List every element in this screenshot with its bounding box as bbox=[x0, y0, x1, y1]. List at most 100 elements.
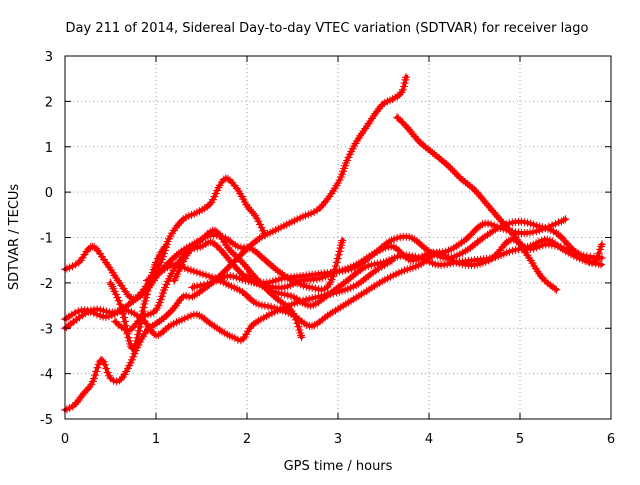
data-point bbox=[404, 74, 408, 78]
x-tick-label: 2 bbox=[243, 432, 251, 447]
data-point bbox=[245, 279, 249, 283]
data-point bbox=[309, 285, 313, 289]
data-point bbox=[127, 365, 131, 369]
data-point bbox=[318, 206, 322, 210]
data-point bbox=[118, 378, 122, 382]
data-point bbox=[418, 263, 422, 267]
data-point bbox=[436, 263, 440, 267]
data-point bbox=[154, 333, 158, 337]
data-point bbox=[286, 222, 290, 226]
data-point bbox=[491, 256, 495, 260]
x-axis-tick-labels: 0 1 2 3 4 5 6 bbox=[61, 432, 615, 447]
y-tick-label: -2 bbox=[40, 277, 53, 292]
data-point bbox=[177, 251, 181, 255]
y-axis-label: SDTVAR / TECUs bbox=[7, 184, 22, 291]
data-point bbox=[545, 238, 549, 242]
data-point bbox=[309, 324, 313, 328]
data-point bbox=[104, 261, 108, 264]
data-point bbox=[200, 238, 203, 242]
data-point bbox=[81, 308, 85, 312]
data-point bbox=[500, 220, 504, 224]
data-point bbox=[200, 245, 203, 249]
data-point bbox=[99, 358, 103, 362]
data-point bbox=[90, 245, 94, 249]
data-point bbox=[372, 251, 376, 255]
data-point bbox=[190, 295, 194, 298]
data-point bbox=[391, 97, 395, 101]
data-point bbox=[418, 140, 422, 144]
x-tick-label: 0 bbox=[61, 432, 69, 447]
data-point bbox=[382, 102, 385, 106]
data-point bbox=[600, 263, 604, 267]
data-point bbox=[327, 313, 331, 317]
data-point bbox=[536, 229, 540, 233]
data-point bbox=[81, 392, 85, 396]
data-point bbox=[545, 242, 549, 246]
data-point bbox=[345, 158, 349, 162]
data-point bbox=[104, 315, 108, 319]
data-point bbox=[109, 281, 112, 285]
data-point bbox=[172, 263, 176, 267]
y-tick-label: -1 bbox=[40, 232, 53, 247]
data-point bbox=[463, 238, 467, 242]
data-point bbox=[527, 256, 531, 260]
data-point bbox=[272, 295, 276, 298]
data-point bbox=[241, 290, 244, 294]
data-point bbox=[354, 263, 358, 267]
data-point bbox=[445, 249, 449, 253]
data-point bbox=[131, 299, 135, 303]
data-point bbox=[231, 263, 235, 267]
data-point bbox=[309, 304, 313, 308]
data-point bbox=[486, 204, 490, 208]
data-point bbox=[509, 249, 513, 253]
data-point bbox=[163, 285, 167, 289]
data-point bbox=[354, 140, 358, 144]
data-point bbox=[300, 335, 304, 339]
series-sat-j bbox=[170, 226, 306, 342]
data-point bbox=[459, 177, 463, 180]
data-point bbox=[409, 258, 413, 262]
data-point bbox=[500, 226, 504, 230]
data-point bbox=[186, 251, 190, 255]
data-point bbox=[336, 181, 340, 185]
data-point bbox=[318, 272, 322, 276]
data-point bbox=[109, 376, 112, 380]
data-point bbox=[400, 270, 404, 273]
data-point bbox=[190, 285, 194, 289]
data-point bbox=[473, 263, 476, 267]
data-point bbox=[382, 261, 385, 264]
x-tick-label: 4 bbox=[425, 432, 433, 447]
data-point bbox=[432, 152, 435, 156]
data-point bbox=[482, 236, 486, 239]
data-point bbox=[225, 177, 229, 180]
data-point bbox=[473, 258, 476, 262]
data-point bbox=[131, 347, 135, 351]
x-tick-label: 1 bbox=[152, 432, 160, 447]
data-point bbox=[154, 308, 158, 312]
data-point bbox=[159, 270, 163, 273]
data-point bbox=[291, 310, 294, 314]
data-point bbox=[300, 274, 304, 278]
data-point bbox=[518, 220, 522, 224]
axis-ticks bbox=[64, 55, 612, 420]
data-point bbox=[518, 231, 522, 235]
data-point bbox=[227, 283, 231, 287]
x-tick-label: 6 bbox=[607, 432, 615, 447]
data-point bbox=[218, 247, 222, 251]
data-point bbox=[463, 249, 467, 253]
y-tick-label: -4 bbox=[40, 368, 53, 383]
data-point bbox=[250, 324, 253, 328]
data-point bbox=[263, 233, 267, 237]
data-point bbox=[172, 306, 176, 310]
y-tick-label: 0 bbox=[45, 186, 53, 201]
data-point bbox=[245, 204, 249, 208]
data-point bbox=[195, 313, 199, 317]
data-point bbox=[241, 338, 244, 342]
data-point bbox=[564, 217, 567, 221]
data-point bbox=[209, 240, 213, 244]
series-group bbox=[61, 73, 606, 414]
data-point bbox=[541, 276, 545, 280]
data-point bbox=[263, 315, 267, 319]
data-point bbox=[382, 279, 385, 283]
